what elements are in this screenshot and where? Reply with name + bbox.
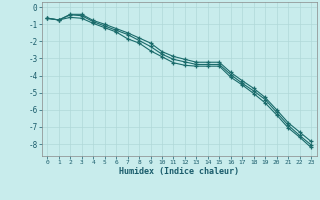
- X-axis label: Humidex (Indice chaleur): Humidex (Indice chaleur): [119, 167, 239, 176]
